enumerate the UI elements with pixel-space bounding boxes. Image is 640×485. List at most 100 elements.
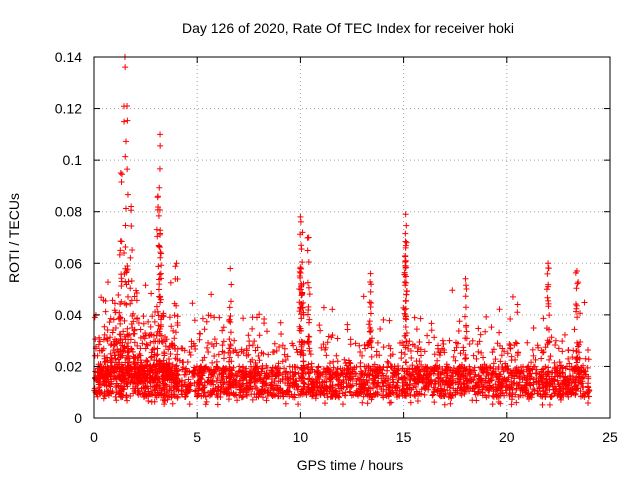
data-point bbox=[575, 371, 582, 378]
data-point bbox=[293, 346, 300, 353]
data-point bbox=[484, 380, 491, 387]
data-point bbox=[443, 361, 450, 368]
data-point bbox=[104, 354, 111, 361]
data-point bbox=[196, 330, 203, 337]
data-point bbox=[260, 350, 267, 357]
data-point bbox=[508, 372, 515, 379]
data-point bbox=[235, 352, 242, 359]
data-point bbox=[138, 359, 145, 366]
data-point bbox=[107, 315, 114, 322]
data-point bbox=[233, 391, 240, 398]
data-point bbox=[377, 383, 384, 390]
data-point bbox=[357, 377, 364, 384]
data-point bbox=[565, 347, 572, 354]
data-point bbox=[513, 368, 520, 375]
data-point bbox=[368, 344, 375, 351]
data-point bbox=[343, 362, 350, 369]
data-point bbox=[211, 314, 218, 321]
data-point bbox=[157, 293, 164, 300]
data-point bbox=[518, 367, 525, 374]
data-point bbox=[171, 392, 178, 399]
x-axis-label: GPS time / hours bbox=[297, 457, 404, 473]
data-point bbox=[109, 329, 116, 336]
data-point bbox=[401, 306, 408, 313]
data-point bbox=[357, 385, 364, 392]
data-point bbox=[104, 374, 111, 381]
data-point bbox=[251, 378, 258, 385]
data-point bbox=[406, 386, 413, 393]
data-point bbox=[573, 268, 580, 275]
data-point bbox=[227, 319, 234, 326]
data-point bbox=[346, 388, 353, 395]
data-point bbox=[181, 371, 188, 378]
data-point bbox=[549, 383, 556, 390]
data-point bbox=[326, 383, 333, 390]
data-point bbox=[220, 338, 227, 345]
data-point bbox=[586, 387, 593, 394]
data-point bbox=[127, 379, 134, 386]
data-point bbox=[544, 270, 551, 277]
data-point bbox=[267, 381, 274, 388]
data-point bbox=[147, 323, 154, 330]
data-point bbox=[127, 254, 134, 261]
data-point bbox=[188, 343, 195, 350]
data-point bbox=[243, 347, 250, 354]
data-point bbox=[318, 344, 325, 351]
data-point bbox=[543, 325, 550, 332]
data-point bbox=[573, 359, 580, 366]
data-point bbox=[92, 336, 99, 343]
data-point bbox=[153, 226, 160, 233]
data-point bbox=[325, 333, 332, 340]
data-point bbox=[479, 386, 486, 393]
data-point bbox=[332, 370, 339, 377]
data-point bbox=[168, 342, 175, 349]
data-point bbox=[228, 389, 235, 396]
data-point bbox=[559, 338, 566, 345]
data-point bbox=[496, 373, 503, 380]
data-point bbox=[409, 362, 416, 369]
chart-title: Day 126 of 2020, Rate Of TEC Index for r… bbox=[182, 20, 514, 36]
data-point bbox=[252, 347, 259, 354]
data-point bbox=[477, 331, 484, 338]
data-point bbox=[96, 338, 103, 345]
data-point bbox=[131, 293, 138, 300]
data-point bbox=[403, 222, 410, 229]
data-point bbox=[584, 380, 591, 387]
data-point bbox=[553, 367, 560, 374]
data-point bbox=[227, 265, 234, 272]
data-point bbox=[418, 391, 425, 398]
data-point bbox=[388, 399, 395, 406]
data-point bbox=[571, 383, 578, 390]
data-point bbox=[431, 399, 438, 406]
data-point bbox=[463, 328, 470, 335]
data-point bbox=[140, 313, 147, 320]
data-point bbox=[559, 369, 566, 376]
data-point bbox=[173, 362, 180, 369]
data-point bbox=[452, 367, 459, 374]
data-point bbox=[220, 388, 227, 395]
data-point bbox=[156, 385, 163, 392]
data-point bbox=[220, 324, 227, 331]
data-point bbox=[206, 367, 213, 374]
data-point bbox=[420, 379, 427, 386]
data-point bbox=[279, 358, 286, 365]
data-point bbox=[527, 392, 534, 399]
data-point bbox=[365, 321, 372, 328]
data-point bbox=[121, 300, 128, 307]
data-point bbox=[137, 345, 144, 352]
data-point bbox=[197, 365, 204, 372]
data-point bbox=[113, 337, 120, 344]
data-point bbox=[271, 348, 278, 355]
data-point bbox=[399, 383, 406, 390]
data-point bbox=[464, 384, 471, 391]
data-point bbox=[556, 358, 563, 365]
data-point bbox=[147, 354, 154, 361]
data-point bbox=[500, 368, 507, 375]
data-point bbox=[423, 364, 430, 371]
data-point bbox=[408, 354, 415, 361]
y-tick-label: 0.1 bbox=[63, 152, 83, 168]
data-point bbox=[129, 247, 136, 254]
data-point bbox=[554, 377, 561, 384]
data-point bbox=[253, 385, 260, 392]
data-point bbox=[463, 366, 470, 373]
